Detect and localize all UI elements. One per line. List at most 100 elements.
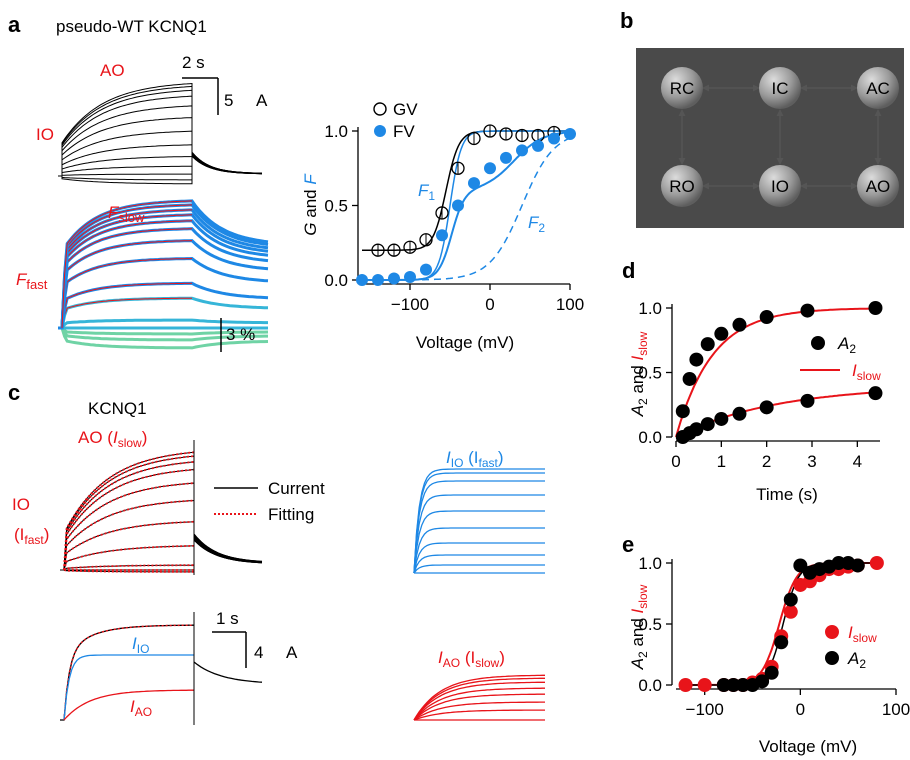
legend-e-islow: Islow <box>848 623 877 645</box>
panel-c-iio-traces <box>413 468 545 574</box>
panel-a-time-scale: 2 s <box>182 53 205 72</box>
gv-point-7 <box>483 124 497 138</box>
e-ytick-label-2: 1.0 <box>638 554 662 573</box>
legend-fv-marker <box>374 125 386 137</box>
panel-a-current-scale-num: 5 <box>224 91 233 110</box>
c-fit-trace-5 <box>63 499 195 571</box>
a-xtick-label-1: 0 <box>485 295 494 314</box>
legend-d-islow: Islow <box>852 361 881 383</box>
state-io-label: IO <box>771 177 789 196</box>
panel-a-ylabel-f: F <box>301 173 320 185</box>
legend-d-a2: A2 <box>837 334 856 356</box>
panel-d-ylabel: A2 and Islow <box>628 331 650 417</box>
fluor-trace-7 <box>58 256 269 330</box>
panel-c-ao-text: AO ( <box>78 428 113 447</box>
iio-trace-1 <box>413 564 545 574</box>
state-rc-label: RC <box>670 79 695 98</box>
fv-point-7 <box>468 177 480 190</box>
e-a2-point-8 <box>793 558 808 573</box>
legend-fv: FV <box>393 122 415 141</box>
state-ic-node <box>759 67 801 109</box>
iao-trace-3 <box>413 693 545 721</box>
decomp-total-fit <box>63 624 194 721</box>
e-a2-point-7 <box>783 592 798 607</box>
d-ytick-label-1: 0.5 <box>638 364 662 383</box>
a-xtick-label-0: −100 <box>391 295 429 314</box>
panel-c-small-iao: IAO <box>130 697 152 719</box>
legend-gv: GV <box>393 100 418 119</box>
panel-c-iio-sub: IO <box>451 456 464 470</box>
legend-e-islow-main: I <box>848 623 853 642</box>
panel-a-f2-sub: 2 <box>538 221 545 235</box>
d-a2-point-0-5 <box>732 317 747 332</box>
state-io-node <box>759 165 801 207</box>
fv-point-11 <box>532 139 544 152</box>
e-islow-point-0 <box>678 678 693 692</box>
a-xtick-label-2: 100 <box>556 295 584 314</box>
fv-point-5 <box>436 229 448 242</box>
iio-trace-5 <box>413 510 545 574</box>
gv-point-6 <box>467 131 481 146</box>
current-trace-2 <box>58 154 263 177</box>
panel-c-time-scale: 1 s <box>216 609 239 628</box>
panel-e-ylabel-a: A <box>628 658 647 670</box>
panel-c-iio-paren: (I <box>468 448 478 467</box>
d-xtick-label-3: 3 <box>807 452 816 471</box>
panel-a-current-scale-unit: A <box>256 91 268 110</box>
panel-e-plot: −100 0 100 0.0 0.5 1.0 <box>638 554 910 719</box>
fv-point-0 <box>356 274 368 286</box>
c-fit-trace-8 <box>63 461 195 571</box>
gv-point-3 <box>419 233 433 247</box>
fv-point-13 <box>564 127 576 140</box>
panel-a-f1-main: F <box>418 181 430 200</box>
panel-e-ylabel-i: I <box>628 608 647 613</box>
c-current-trace-10 <box>60 451 263 571</box>
fv-point-6 <box>452 199 464 212</box>
d-xtick-label-0: 0 <box>671 452 680 471</box>
state-ro-label: RO <box>669 177 695 196</box>
e-a2-point-14 <box>850 558 865 573</box>
panel-c-iao-sub: AO <box>443 656 460 670</box>
panel-a-ylabel: G and F <box>301 173 320 236</box>
e-a2-point-6 <box>774 635 789 650</box>
panel-a-fslow-sub: slow <box>118 210 145 225</box>
c-fit-trace-6 <box>63 482 195 571</box>
iio-trace-9 <box>413 468 545 574</box>
legend-d-a2-main: A <box>837 334 849 353</box>
d-a2-point-1-3 <box>700 417 715 432</box>
panel-a-title: pseudo-WT KCNQ1 <box>56 17 207 36</box>
current-trace-3 <box>58 154 263 177</box>
state-transitions <box>678 84 882 190</box>
e-a2-point-1 <box>726 678 741 692</box>
panel-a-ao-label: AO <box>100 61 125 80</box>
state-ro-node <box>661 165 703 207</box>
a-f1-fit <box>362 130 570 281</box>
legend-e-a2-marker <box>825 651 839 665</box>
fluor-trace-0 <box>58 326 269 350</box>
fluor-fit-9 <box>61 228 193 329</box>
e-a2-point-2 <box>735 678 750 692</box>
panel-a-ffast-main: F <box>16 270 28 289</box>
d-a2-point-0-7 <box>800 303 815 318</box>
d-xtick-label-1: 1 <box>717 452 726 471</box>
state-ac-node <box>857 67 899 109</box>
panel-c-small-iao-sub: AO <box>135 705 152 719</box>
d-a2-point-1-5 <box>732 406 747 421</box>
fluor-fit-13 <box>61 204 193 329</box>
panel-c-io-i: (I <box>14 525 24 544</box>
e-islow-point-17 <box>869 556 884 570</box>
fluor-fit-14 <box>61 200 193 329</box>
panel-d-ylabel-and: and <box>628 360 647 398</box>
panel-c-io-close: ) <box>44 525 50 544</box>
d-a2-point-1-8 <box>868 386 883 401</box>
c-fit-trace-9 <box>63 455 195 571</box>
e-xtick-label-0: −100 <box>686 700 724 719</box>
fluor-fit-11 <box>61 214 193 329</box>
panel-e-ylabel: A2 and Islow <box>628 584 650 670</box>
d-a2-point-0-2 <box>689 352 704 367</box>
panel-a-xlabel: Voltage (mV) <box>416 333 514 352</box>
legend-d-a2-sub: 2 <box>849 342 856 356</box>
d-ytick-label-0: 0.0 <box>638 428 662 447</box>
panel-c-iao-i: I <box>438 648 443 667</box>
